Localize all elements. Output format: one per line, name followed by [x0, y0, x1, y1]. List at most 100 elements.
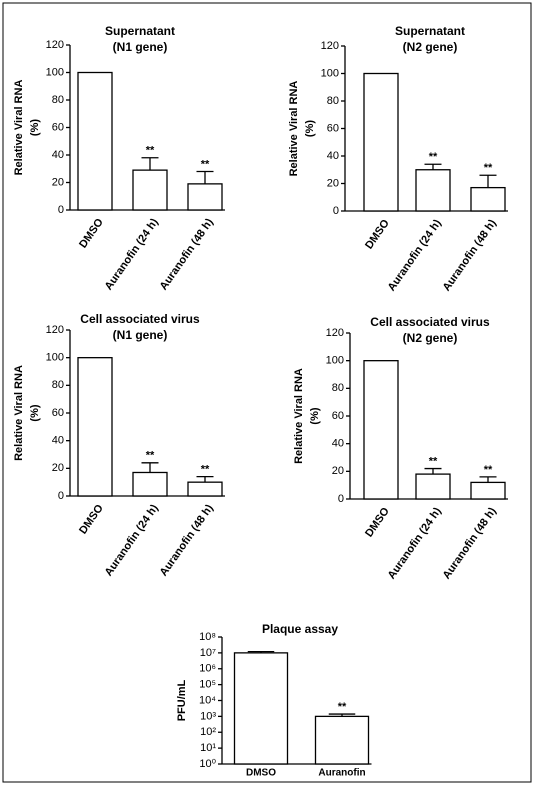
- chart-title: Supernatant: [395, 24, 465, 38]
- y-tick-label: 20: [332, 465, 344, 477]
- y-tick-label: 100: [46, 66, 64, 78]
- y-axis-label: Relative Viral RNA: [13, 365, 25, 461]
- y-tick-label: 80: [52, 379, 64, 391]
- y-tick-label: 0: [58, 490, 64, 502]
- y-tick-label: 100: [326, 355, 344, 367]
- error-bar: [196, 475, 214, 483]
- chart-title: (N2 gene): [403, 331, 458, 345]
- x-tick-label: DMSO: [77, 502, 106, 536]
- x-tick-label: Auranofin (24 h): [386, 217, 444, 293]
- bar: [77, 71, 113, 211]
- error-bar: [247, 650, 275, 653]
- x-tick-label: DMSO: [246, 768, 276, 779]
- chart-title: (N2 gene): [403, 40, 458, 54]
- x-tick-label: Auranofin (48 h): [158, 216, 216, 292]
- error-bar: [141, 462, 159, 473]
- y-tick-label: 100: [321, 67, 339, 79]
- y-tick-label: 10⁸: [199, 631, 216, 643]
- y-axis-label: (%): [309, 407, 321, 424]
- x-tick-label: Auranofin (48 h): [441, 217, 499, 293]
- chart-title: Plaque assay: [262, 622, 338, 636]
- y-axis-label: Relative Viral RNA: [13, 80, 25, 176]
- y-tick-label: 0: [333, 205, 339, 217]
- bar: [470, 481, 506, 500]
- y-tick-label: 40: [52, 149, 64, 161]
- y-tick-label: 80: [332, 382, 344, 394]
- x-tick-label: Auranofin (24 h): [386, 505, 444, 581]
- significance: **: [484, 464, 493, 476]
- y-tick-label: 120: [46, 324, 64, 336]
- error-bar: [196, 170, 214, 184]
- bar: [363, 360, 399, 500]
- y-tick-label: 10²: [200, 726, 216, 738]
- x-tick-label: Auranofin (48 h): [441, 505, 499, 581]
- significance: **: [484, 162, 493, 174]
- y-axis-label: (%): [304, 120, 316, 137]
- error-bar: [424, 467, 442, 475]
- x-tick-label: Auranofin (24 h): [103, 502, 161, 578]
- bar: [363, 72, 399, 212]
- significance: **: [429, 151, 438, 163]
- y-tick-label: 20: [52, 462, 64, 474]
- error-bar: [424, 163, 442, 170]
- y-tick-label: 120: [326, 327, 344, 339]
- bar: [77, 357, 113, 497]
- error-bar: [328, 713, 356, 717]
- bar: [314, 715, 370, 765]
- significance: **: [338, 701, 347, 713]
- y-axis-label: (%): [29, 119, 41, 136]
- y-tick-label: 10¹: [200, 742, 216, 754]
- y-tick-label: 20: [327, 177, 339, 189]
- y-tick-label: 0: [58, 204, 64, 216]
- significance: **: [429, 455, 438, 467]
- y-tick-label: 0: [338, 493, 344, 505]
- x-tick-label: DMSO: [77, 216, 106, 250]
- bar: [132, 169, 168, 211]
- chart-title: Cell associated virus: [370, 315, 490, 329]
- significance: **: [201, 158, 210, 170]
- y-tick-label: 10⁶: [199, 663, 216, 675]
- y-tick-label: 10⁰: [199, 758, 216, 770]
- y-tick-label: 60: [52, 121, 64, 133]
- y-tick-label: 120: [46, 39, 64, 51]
- error-bar: [479, 174, 497, 188]
- chart-title: (N1 gene): [113, 328, 168, 342]
- x-tick-label: DMSO: [363, 505, 392, 539]
- error-bar: [141, 157, 159, 171]
- y-tick-label: 10³: [200, 710, 216, 722]
- y-tick-label: 100: [46, 352, 64, 364]
- y-tick-label: 120: [321, 40, 339, 52]
- bar: [233, 652, 289, 765]
- y-tick-label: 60: [327, 122, 339, 134]
- error-bar: [479, 476, 497, 483]
- y-tick-label: 10⁴: [199, 694, 216, 706]
- x-tick-label: Auranofin (24 h): [103, 216, 161, 292]
- bar: [187, 481, 223, 497]
- y-axis-label: Relative Viral RNA: [288, 81, 300, 177]
- y-tick-label: 40: [52, 435, 64, 447]
- y-axis-label: PFU/mL: [176, 679, 188, 721]
- y-tick-label: 60: [52, 407, 64, 419]
- y-axis-label: (%): [29, 404, 41, 421]
- bar: [415, 473, 451, 500]
- y-tick-label: 20: [52, 176, 64, 188]
- x-tick-label: Auranofin: [318, 768, 365, 779]
- significance: **: [146, 145, 155, 157]
- y-tick-label: 10⁵: [199, 679, 216, 691]
- x-tick-label: DMSO: [363, 217, 392, 251]
- x-tick-label: Auranofin (48 h): [158, 502, 216, 578]
- bar: [187, 183, 223, 211]
- y-tick-label: 60: [332, 410, 344, 422]
- y-axis-label: Relative Viral RNA: [293, 368, 305, 464]
- significance: **: [146, 450, 155, 462]
- chart-title: Cell associated virus: [80, 312, 200, 326]
- y-tick-label: 10⁷: [200, 647, 216, 659]
- bar: [132, 471, 168, 497]
- bar: [470, 186, 506, 212]
- y-tick-label: 80: [327, 95, 339, 107]
- y-tick-label: 80: [52, 94, 64, 106]
- chart-title: (N1 gene): [113, 40, 168, 54]
